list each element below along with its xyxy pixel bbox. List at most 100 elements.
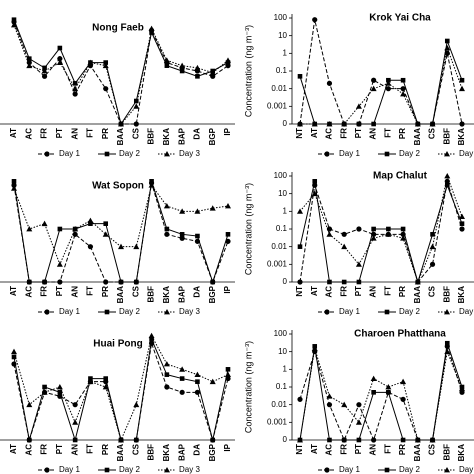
marker-square bbox=[356, 437, 362, 443]
marker-triangle bbox=[26, 62, 33, 69]
marker-circle bbox=[44, 467, 50, 473]
x-tick-label: FR bbox=[339, 444, 348, 455]
marker-triangle bbox=[429, 243, 436, 250]
y-tick-label: 0.01 bbox=[271, 84, 287, 93]
marker-circle bbox=[225, 238, 231, 244]
marker-square bbox=[179, 376, 185, 381]
marker-triangle bbox=[385, 80, 392, 86]
y-tick-label: 100 bbox=[274, 13, 288, 22]
marker-triangle bbox=[87, 217, 94, 223]
marker-circle bbox=[72, 91, 78, 97]
marker-triangle bbox=[41, 389, 48, 395]
x-tick-label: FR bbox=[40, 444, 49, 455]
marker-triangle bbox=[56, 261, 63, 267]
marker-triangle bbox=[400, 378, 407, 385]
series-line bbox=[299, 174, 463, 284]
marker-triangle bbox=[370, 85, 377, 92]
marker-triangle bbox=[311, 345, 318, 351]
x-tick-label: CS bbox=[428, 285, 437, 297]
x-tick-label: AN bbox=[369, 128, 378, 140]
series-line bbox=[299, 346, 463, 442]
marker-square bbox=[297, 74, 303, 79]
marker-square bbox=[459, 221, 465, 226]
x-tick-label: BGP bbox=[208, 443, 217, 461]
x-tick-label: AT bbox=[310, 444, 319, 454]
x-tick-label: FT bbox=[86, 286, 95, 296]
x-tick-label: FT bbox=[383, 444, 392, 454]
legend-label: Day 1 bbox=[59, 307, 80, 316]
marker-triangle bbox=[41, 68, 48, 74]
marker-square bbox=[57, 45, 63, 51]
marker-triangle bbox=[209, 205, 216, 211]
marker-square bbox=[179, 232, 185, 237]
marker-circle bbox=[324, 151, 330, 157]
legend-label: Day 1 bbox=[339, 149, 360, 158]
marker-circle bbox=[57, 279, 63, 285]
marker-triangle bbox=[444, 173, 451, 179]
marker-triangle bbox=[444, 467, 450, 473]
marker-square bbox=[210, 279, 216, 285]
panel-title: Map Chalut bbox=[373, 171, 428, 182]
marker-square bbox=[195, 74, 200, 79]
marker-square bbox=[104, 467, 110, 473]
y-tick-label: 1 bbox=[283, 48, 288, 57]
x-tick-label: DA bbox=[193, 128, 202, 140]
marker-circle bbox=[44, 151, 50, 157]
x-tick-label: AT bbox=[9, 286, 18, 296]
marker-circle bbox=[371, 77, 377, 83]
x-tick-label: PT bbox=[354, 444, 363, 454]
marker-circle bbox=[179, 235, 185, 241]
x-tick-label: AC bbox=[24, 128, 33, 140]
marker-triangle bbox=[355, 103, 362, 109]
y-tick-label: 0.1 bbox=[276, 382, 288, 391]
marker-triangle bbox=[163, 361, 170, 367]
y-tick-label: 1 bbox=[283, 364, 288, 373]
x-tick-label: BBF bbox=[147, 128, 156, 145]
marker-triangle bbox=[41, 220, 48, 227]
x-tick-label: FR bbox=[40, 286, 49, 297]
marker-square bbox=[210, 437, 216, 443]
x-tick-label: NT bbox=[295, 128, 304, 139]
panel-title: Wat Sopon bbox=[92, 181, 144, 192]
x-tick-label: BAA bbox=[116, 128, 125, 146]
legend-label: Day 1 bbox=[59, 465, 80, 474]
marker-square bbox=[88, 376, 93, 381]
marker-square bbox=[384, 151, 390, 157]
marker-square bbox=[149, 30, 154, 35]
marker-square bbox=[88, 221, 93, 226]
x-tick-label: BAP bbox=[177, 127, 186, 145]
panel-title: Huai Pong bbox=[93, 339, 142, 350]
x-tick-label: CS bbox=[131, 127, 140, 139]
y-tick-label: 0.001 bbox=[267, 417, 288, 426]
marker-triangle bbox=[414, 279, 421, 285]
x-tick-label: PR bbox=[101, 286, 110, 297]
legend-label: Day 3 bbox=[179, 307, 200, 316]
marker-circle bbox=[326, 80, 333, 86]
marker-square bbox=[444, 38, 450, 44]
y-axis-label: Concentration (ng m⁻³) bbox=[243, 25, 253, 117]
marker-square bbox=[179, 68, 185, 74]
x-tick-label: IP bbox=[223, 443, 232, 451]
marker-circle bbox=[356, 402, 362, 408]
marker-square bbox=[11, 17, 17, 23]
marker-triangle bbox=[297, 121, 303, 127]
marker-square bbox=[72, 81, 78, 86]
series-line bbox=[299, 39, 463, 125]
marker-square bbox=[386, 226, 391, 232]
marker-square bbox=[164, 226, 170, 232]
marker-square bbox=[386, 390, 391, 395]
x-tick-label: NT bbox=[295, 444, 304, 455]
marker-square bbox=[444, 340, 450, 346]
marker-triangle bbox=[326, 231, 333, 237]
legend-label: Day 3 bbox=[459, 465, 474, 474]
marker-triangle bbox=[459, 385, 465, 392]
marker-triangle bbox=[179, 208, 186, 214]
legend-label: Day 2 bbox=[399, 465, 420, 474]
marker-square bbox=[384, 467, 390, 473]
marker-triangle bbox=[444, 45, 451, 51]
marker-triangle bbox=[429, 121, 436, 127]
x-tick-label: AT bbox=[310, 128, 319, 138]
x-tick-label: BBF bbox=[442, 444, 451, 461]
marker-square bbox=[341, 279, 347, 285]
x-tick-label: AT bbox=[9, 128, 18, 138]
